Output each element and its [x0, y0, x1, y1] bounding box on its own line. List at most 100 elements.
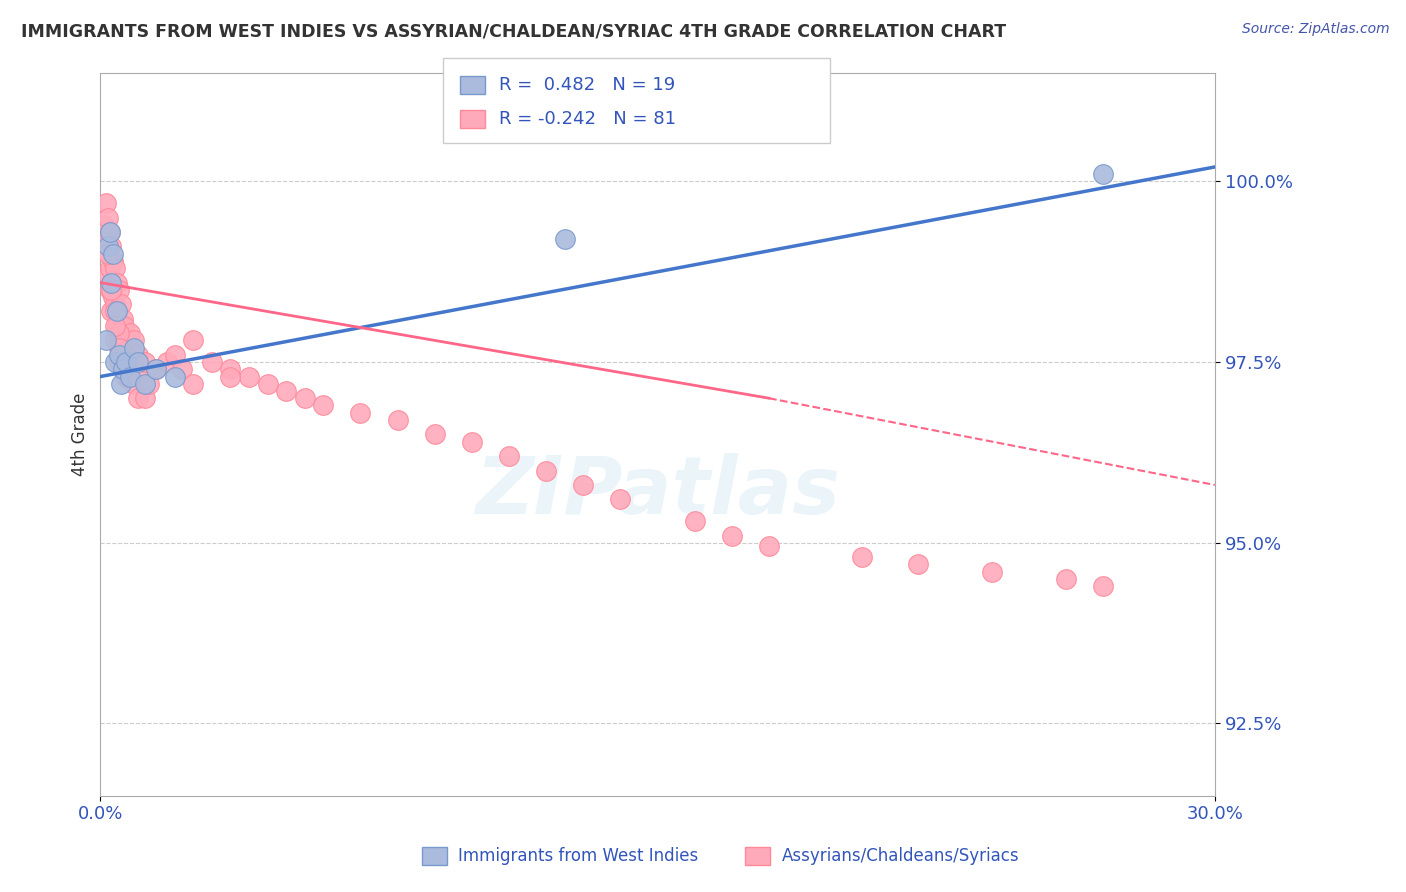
Point [349, 406, 371, 420]
Point [103, 290, 125, 304]
Point [572, 478, 595, 492]
Point [138, 376, 160, 391]
Point [93, 218, 115, 232]
Point [97, 246, 120, 260]
Point [100, 276, 122, 290]
Point [115, 369, 138, 384]
Point [122, 341, 145, 355]
Point [129, 369, 152, 384]
Point [100, 239, 122, 253]
Y-axis label: 4th Grade: 4th Grade [72, 392, 89, 476]
Point [181, 334, 204, 348]
Point [145, 362, 167, 376]
Point [105, 276, 128, 290]
Point [554, 232, 576, 246]
Point [108, 348, 131, 362]
Point [104, 297, 127, 311]
Point [100, 283, 122, 297]
Point [108, 326, 131, 341]
Point [105, 304, 128, 318]
Text: ZIPatlas: ZIPatlas [475, 453, 841, 532]
Point [110, 341, 132, 355]
Point [100, 304, 122, 318]
Point [97, 268, 120, 283]
Point [94, 334, 117, 348]
Point [115, 355, 138, 369]
Point [108, 355, 131, 369]
Point [387, 413, 409, 427]
Point [134, 355, 156, 369]
Point [294, 391, 316, 405]
Point [274, 384, 297, 398]
Point [111, 362, 134, 376]
Point [120, 369, 142, 384]
Text: R = -0.242   N = 81: R = -0.242 N = 81 [499, 110, 676, 128]
Point [1092, 167, 1115, 181]
Point [127, 348, 149, 362]
Point [94, 232, 117, 246]
Point [103, 253, 125, 268]
Point [219, 369, 242, 384]
Point [105, 318, 128, 333]
Point [115, 369, 138, 384]
Point [181, 376, 204, 391]
Point [104, 261, 127, 276]
Point [758, 540, 780, 554]
Point [256, 376, 278, 391]
Point [238, 369, 260, 384]
Point [163, 369, 186, 384]
Point [1054, 572, 1077, 586]
Point [104, 334, 127, 348]
Point [609, 492, 631, 507]
Point [851, 550, 873, 565]
Point [219, 362, 242, 376]
Point [108, 326, 131, 341]
Point [134, 376, 156, 391]
Point [201, 355, 224, 369]
Point [907, 558, 929, 572]
Point [97, 239, 120, 253]
Point [97, 211, 120, 225]
Point [498, 449, 520, 463]
Point [114, 362, 136, 376]
Point [108, 283, 131, 297]
Text: IMMIGRANTS FROM WEST INDIES VS ASSYRIAN/CHALDEAN/SYRIAC 4TH GRADE CORRELATION CH: IMMIGRANTS FROM WEST INDIES VS ASSYRIAN/… [21, 22, 1007, 40]
Point [145, 362, 167, 376]
Point [115, 334, 138, 348]
Point [111, 362, 134, 376]
Text: Assyrians/Chaldeans/Syriacs: Assyrians/Chaldeans/Syriacs [782, 847, 1019, 865]
Point [111, 355, 134, 369]
Text: Immigrants from West Indies: Immigrants from West Indies [458, 847, 699, 865]
Point [110, 376, 132, 391]
Point [98, 225, 121, 239]
Text: R =  0.482   N = 19: R = 0.482 N = 19 [499, 76, 675, 94]
Point [122, 376, 145, 391]
Point [98, 225, 121, 239]
Point [121, 355, 143, 369]
Point [163, 348, 186, 362]
Point [120, 362, 142, 376]
Text: Source: ZipAtlas.com: Source: ZipAtlas.com [1241, 22, 1389, 37]
Point [721, 528, 744, 542]
Point [534, 463, 557, 477]
Point [111, 348, 134, 362]
Point [120, 326, 142, 341]
Point [981, 565, 1004, 579]
Point [94, 196, 117, 211]
Point [111, 311, 134, 326]
Point [461, 434, 484, 449]
Point [134, 391, 156, 405]
Point [97, 246, 120, 260]
Point [98, 261, 121, 276]
Point [104, 318, 127, 333]
Point [104, 304, 127, 318]
Point [172, 362, 194, 376]
Point [683, 514, 706, 528]
Point [312, 399, 335, 413]
Point [98, 283, 121, 297]
Point [156, 355, 179, 369]
Point [114, 318, 136, 333]
Point [100, 276, 122, 290]
Point [127, 355, 149, 369]
Point [122, 334, 145, 348]
